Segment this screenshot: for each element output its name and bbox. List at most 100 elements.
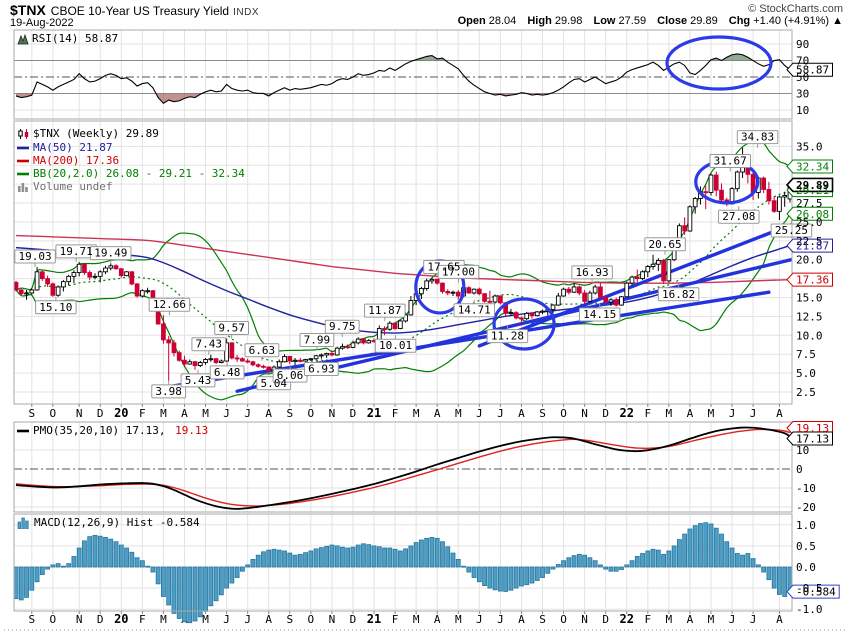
svg-text:22.5: 22.5 — [796, 235, 823, 248]
svg-text:16.93: 16.93 — [576, 266, 609, 279]
svg-text:32.34: 32.34 — [796, 160, 829, 173]
svg-text:19.13: 19.13 — [796, 422, 829, 435]
price-callout-labels — [14, 130, 813, 399]
svg-text:7.43: 7.43 — [196, 338, 223, 351]
svg-text:O: O — [50, 407, 57, 420]
svg-text:N: N — [76, 407, 83, 420]
high-label: High — [527, 15, 552, 27]
close-value: 29.89 — [690, 15, 718, 27]
svg-text:M: M — [413, 407, 420, 420]
ma200-legend-label: MA(200) 17.36 — [33, 154, 120, 167]
svg-text:26.08: 26.08 — [796, 208, 829, 221]
svg-text:17.36: 17.36 — [796, 274, 829, 287]
svg-text:3.98: 3.98 — [155, 385, 182, 398]
svg-text:J: J — [497, 613, 504, 626]
svg-text:N: N — [581, 613, 588, 626]
svg-text:N: N — [329, 407, 336, 420]
svg-text:J: J — [729, 407, 736, 420]
svg-text:D: D — [602, 407, 609, 420]
svg-text:A: A — [776, 407, 783, 420]
ma200-line-icon — [17, 159, 29, 162]
svg-text:M: M — [202, 613, 209, 626]
instrument-name: CBOE 10-Year US Treasury Yield — [50, 4, 230, 18]
svg-text:M: M — [160, 613, 167, 626]
svg-text:J: J — [729, 613, 736, 626]
svg-text:21: 21 — [367, 406, 381, 420]
close-label: Close — [657, 15, 688, 27]
svg-text:9.57: 9.57 — [218, 322, 245, 335]
volume-legend-label: Volume undef — [33, 180, 113, 193]
price-legend-label: $TNX (Weekly) 29.89 — [33, 127, 159, 140]
svg-text:M: M — [413, 613, 420, 626]
svg-text:J: J — [476, 407, 483, 420]
svg-text:6.48: 6.48 — [214, 366, 241, 379]
candlestick-icon — [18, 128, 29, 139]
svg-text:20: 20 — [114, 406, 128, 420]
svg-text:31.67: 31.67 — [714, 155, 747, 168]
svg-text:-10: -10 — [796, 482, 816, 495]
svg-text:S: S — [28, 407, 35, 420]
svg-text:O: O — [308, 407, 315, 420]
chg-value: +1.40 (+4.91%) — [753, 15, 830, 27]
open-label: Open — [457, 15, 486, 27]
svg-text:10: 10 — [796, 444, 809, 457]
svg-text:0.0: 0.0 — [796, 561, 816, 574]
volume-bars-icon — [18, 183, 28, 192]
svg-text:7.5: 7.5 — [796, 348, 816, 361]
svg-text:D: D — [602, 613, 609, 626]
exchange-tag: INDX — [233, 7, 260, 18]
svg-text:25.25: 25.25 — [775, 224, 808, 237]
svg-text:20: 20 — [114, 612, 128, 626]
pmo-legend-label: PMO(35,20,10) 17.13, — [33, 424, 166, 437]
svg-text:-20: -20 — [796, 501, 816, 514]
svg-text:9.75: 9.75 — [329, 320, 356, 333]
macd-hist-icon — [17, 517, 29, 529]
bb-legend: BB(20,2.0) 26.08 - 29.21 - 32.34 — [17, 167, 245, 180]
svg-text:19.03: 19.03 — [18, 250, 51, 263]
copyright-text: © StockCharts.com — [748, 3, 843, 15]
ma200-legend: MA(200) 17.36 — [17, 154, 119, 167]
svg-text:F: F — [139, 407, 146, 420]
svg-text:N: N — [329, 613, 336, 626]
svg-text:S: S — [28, 613, 35, 626]
svg-text:J: J — [750, 613, 757, 626]
svg-text:10.0: 10.0 — [796, 329, 823, 342]
svg-text:29.21: 29.21 — [796, 184, 829, 197]
macd-legend: MACD(12,26,9) Hist -0.584 — [17, 516, 200, 529]
svg-text:O: O — [308, 613, 315, 626]
svg-text:14.15: 14.15 — [583, 308, 616, 321]
svg-text:A: A — [434, 407, 441, 420]
svg-text:27.5: 27.5 — [796, 197, 823, 210]
svg-text:A: A — [518, 613, 525, 626]
svg-text:O: O — [50, 613, 57, 626]
bb-line-icon — [17, 172, 29, 175]
svg-text:0: 0 — [796, 463, 803, 476]
rsi-legend: RSI(14) 58.87 — [17, 32, 118, 45]
ticker-symbol: $TNX — [10, 2, 46, 18]
svg-text:M: M — [455, 613, 462, 626]
svg-text:7.99: 7.99 — [304, 334, 331, 347]
chart-header: $TNX CBOE 10-Year US Treasury Yield INDX — [10, 2, 259, 20]
svg-text:22: 22 — [620, 612, 634, 626]
svg-text:70: 70 — [796, 55, 809, 68]
svg-text:S: S — [286, 613, 293, 626]
chart-date: 19-Aug-2022 — [10, 17, 74, 29]
svg-text:A: A — [265, 613, 272, 626]
bb-legend-label: BB(20,2.0) 26.08 - 29.21 - 32.34 — [33, 167, 245, 180]
rsi-mountain-icon — [17, 33, 29, 44]
svg-text:A: A — [181, 407, 188, 420]
svg-text:M: M — [666, 407, 673, 420]
svg-text:N: N — [76, 613, 83, 626]
svg-text:F: F — [392, 407, 399, 420]
svg-text:J: J — [223, 613, 230, 626]
svg-text:6.93: 6.93 — [308, 363, 335, 376]
svg-text:20.0: 20.0 — [796, 254, 823, 267]
svg-text:O: O — [560, 407, 567, 420]
svg-text:0.5: 0.5 — [796, 540, 816, 553]
svg-text:12.66: 12.66 — [153, 298, 186, 311]
svg-text:-1.0: -1.0 — [796, 603, 823, 616]
svg-text:J: J — [244, 613, 251, 626]
volume-legend: Volume undef — [17, 180, 112, 193]
svg-text:M: M — [455, 407, 462, 420]
